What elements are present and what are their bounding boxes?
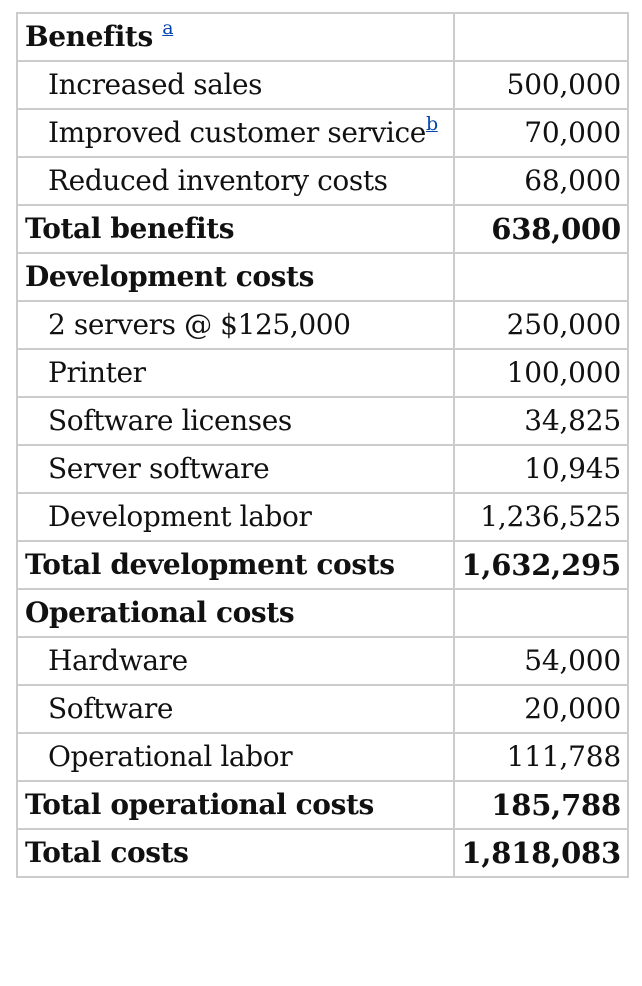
cost-benefit-table-wrapper: Benefits a Increased sales 500,000 Impro…	[16, 12, 629, 878]
section-heading-row-benefits: Benefits a	[16, 12, 629, 62]
section-heading-operational: Operational costs	[16, 588, 455, 638]
total-row-operational: Total operational costs 185,788	[16, 780, 629, 830]
total-value: 185,788	[453, 780, 629, 830]
grand-total-value: 1,818,083	[453, 828, 629, 878]
table-row: Development labor 1,236,525	[16, 492, 629, 542]
row-label: Printer	[16, 348, 455, 398]
table-row: Operational labor 111,788	[16, 732, 629, 782]
table-row: Increased sales 500,000	[16, 60, 629, 110]
row-value: 1,236,525	[453, 492, 629, 542]
section-heading-row-operational: Operational costs	[16, 588, 629, 638]
row-value: 500,000	[453, 60, 629, 110]
footnote-marker-a: a	[162, 17, 173, 39]
section-heading-benefits: Benefits a	[16, 12, 455, 62]
table-row: Improved customer serviceb 70,000	[16, 108, 629, 158]
total-label: Total benefits	[16, 204, 455, 254]
total-row-benefits: Total benefits 638,000	[16, 204, 629, 254]
row-label: Development labor	[16, 492, 455, 542]
cost-benefit-table: Benefits a Increased sales 500,000 Impro…	[16, 12, 629, 878]
table-row: 2 servers @ $125,000 250,000	[16, 300, 629, 350]
row-label: 2 servers @ $125,000	[16, 300, 455, 350]
table-row: Server software 10,945	[16, 444, 629, 494]
row-label: Software	[16, 684, 455, 734]
footnote-link-b[interactable]: b	[425, 113, 438, 135]
section-heading-development: Development costs	[16, 252, 455, 302]
row-value: 34,825	[453, 396, 629, 446]
section-heading-label: Benefits	[25, 20, 153, 53]
total-value: 1,632,295	[453, 540, 629, 590]
empty-cell	[453, 588, 629, 638]
row-label: Increased sales	[16, 60, 455, 110]
grand-total-label: Total costs	[16, 828, 455, 878]
row-value: 111,788	[453, 732, 629, 782]
table-row: Software 20,000	[16, 684, 629, 734]
section-heading-row-development: Development costs	[16, 252, 629, 302]
row-value: 54,000	[453, 636, 629, 686]
row-label: Hardware	[16, 636, 455, 686]
footnote-link-a[interactable]: a	[162, 17, 174, 39]
row-value: 100,000	[453, 348, 629, 398]
row-label: Software licenses	[16, 396, 455, 446]
table-row: Printer 100,000	[16, 348, 629, 398]
total-row-development: Total development costs 1,632,295	[16, 540, 629, 590]
total-label: Total operational costs	[16, 780, 455, 830]
row-label: Improved customer service	[48, 116, 426, 149]
row-value: 20,000	[453, 684, 629, 734]
row-value: 70,000	[453, 108, 629, 158]
row-value: 10,945	[453, 444, 629, 494]
table-row: Reduced inventory costs 68,000	[16, 156, 629, 206]
row-value: 68,000	[453, 156, 629, 206]
row-label: Reduced inventory costs	[16, 156, 455, 206]
row-value: 250,000	[453, 300, 629, 350]
grand-total-row: Total costs 1,818,083	[16, 828, 629, 878]
empty-cell	[453, 12, 629, 62]
table-row: Software licenses 34,825	[16, 396, 629, 446]
empty-cell	[453, 252, 629, 302]
row-label: Server software	[16, 444, 455, 494]
table-row: Hardware 54,000	[16, 636, 629, 686]
row-label-with-footnote: Improved customer serviceb	[16, 108, 455, 158]
total-value: 638,000	[453, 204, 629, 254]
row-label: Operational labor	[16, 732, 455, 782]
total-label: Total development costs	[16, 540, 455, 590]
footnote-marker-b: b	[426, 113, 438, 135]
